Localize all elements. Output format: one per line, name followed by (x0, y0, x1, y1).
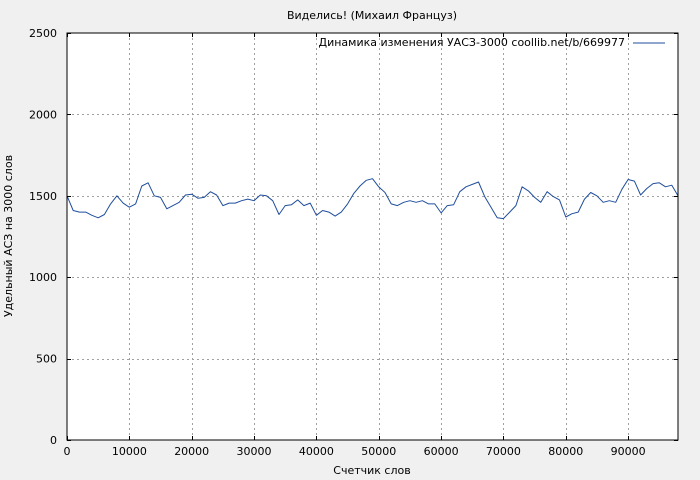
series-layer (66, 178, 679, 220)
y-tick-label: 0 (50, 434, 57, 447)
plot-border (66, 32, 679, 441)
chart-title: Виделись! (Михаил Француз) (287, 9, 457, 22)
x-tick-label: 70000 (486, 445, 521, 458)
y-tick-label: 1000 (29, 271, 57, 284)
y-tick-label: 2500 (29, 27, 57, 40)
x-tick-label: 80000 (548, 445, 583, 458)
x-axis-label: Счетчик слов (333, 464, 410, 477)
plot-area (67, 33, 678, 440)
x-tick-label: 30000 (237, 445, 272, 458)
grid (67, 33, 678, 440)
x-tick-label: 10000 (112, 445, 147, 458)
legend: Динамика изменения УАСЗ-3000 coollib.net… (319, 36, 665, 49)
legend-label: Динамика изменения УАСЗ-3000 coollib.net… (319, 36, 626, 49)
x-tick-label: 50000 (361, 445, 396, 458)
y-ticks: 0 500 1000 1500 2000 2500 (29, 27, 678, 447)
series-line-0 (66, 178, 679, 220)
x-tick-label: 90000 (611, 445, 646, 458)
x-tick-label: 0 (64, 445, 71, 458)
y-tick-label: 1500 (29, 190, 57, 203)
y-tick-label: 500 (36, 353, 57, 366)
y-axis-label: Удельный АСЗ на 3000 слов (2, 155, 15, 317)
x-tick-label: 20000 (174, 445, 209, 458)
y-tick-label: 2000 (29, 108, 57, 121)
x-ticks: 0 10000 20000 30000 40000 50000 60000 70000 8000… (64, 33, 646, 458)
x-tick-label: 40000 (299, 445, 334, 458)
x-tick-label: 60000 (424, 445, 459, 458)
